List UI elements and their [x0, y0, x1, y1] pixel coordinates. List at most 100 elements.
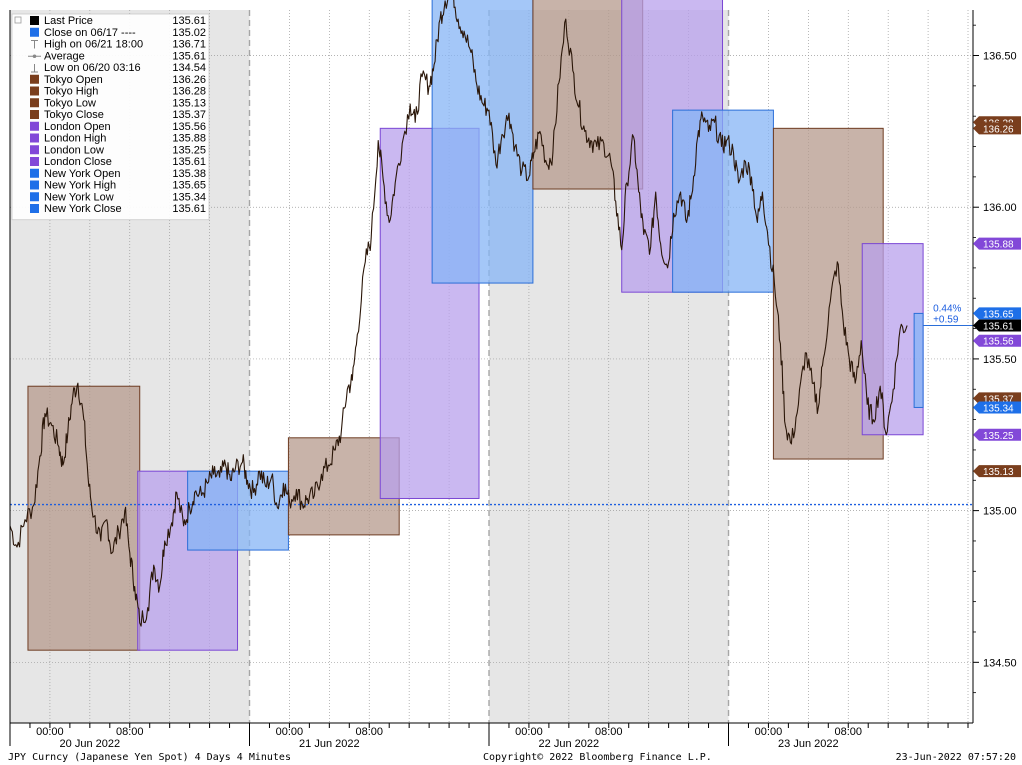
legend-value-2: 136.71: [172, 39, 206, 51]
footer-copyright: Copyright© 2022 Bloomberg Finance L.P.: [483, 752, 712, 763]
axis-tag-bg-3: [973, 307, 1021, 320]
legend-value-10: 135.88: [172, 133, 206, 145]
legend-swatch-5: [30, 74, 39, 84]
axis-tag-label-7: 135.34: [983, 403, 1014, 414]
x-day-label-0: 20 Jun 2022: [60, 738, 121, 750]
legend-value-15: 135.34: [172, 191, 206, 203]
legend-high-icon: [31, 40, 38, 49]
legend: Last Price 135.61 Close on 06/17 ---- 135.0…: [11, 13, 210, 221]
legend-label-1: Close on 06/17 ----: [44, 27, 136, 39]
y-tick-label-1: 135.00: [983, 506, 1017, 518]
tokyo-session-box-0: [27, 385, 141, 651]
newyork-session-box-11: [913, 312, 924, 408]
legend-label-14: New York High: [44, 180, 116, 192]
legend-swatch-7: [30, 98, 39, 108]
axis-tag-label-6: 135.37: [983, 394, 1014, 405]
x-axis: 00:00 08:00 00:00 08:00 00:00 08:00 00:00 08:00…: [9, 723, 969, 750]
x-tick-label-1: 08:00: [116, 726, 144, 738]
legend-label-15: New York Low: [44, 191, 114, 203]
x-tick-label-2: 00:00: [276, 726, 304, 738]
legend-value-0: 135.61: [172, 15, 206, 27]
legend-swatch-16: [30, 204, 39, 213]
axis-tag-bg-4: [973, 319, 1021, 332]
legend-label-3: Average: [44, 50, 85, 62]
legend-label-12: London Close: [44, 156, 112, 168]
legend-swatch-6: [30, 86, 39, 96]
legend-label-0: Last Price: [44, 15, 93, 27]
legend-label-9: London Open: [44, 121, 111, 133]
legend-collapse-icon: [14, 16, 22, 24]
newyork-session-box-2: [187, 470, 289, 551]
legend-swatch-13: [30, 168, 39, 178]
legend-label-13: New York Open: [44, 168, 120, 180]
x-day-label-2: 22 Jun 2022: [539, 738, 600, 750]
axis-tag-bg-7: [973, 401, 1021, 414]
legend-low-icon: [31, 64, 38, 73]
legend-value-13: 135.38: [172, 168, 206, 180]
y-tick-label-3: 136.00: [983, 202, 1017, 214]
axis-tag-bg-5: [973, 334, 1021, 347]
legend-swatch-11: [30, 145, 39, 155]
x-tick-label-3: 08:00: [355, 726, 383, 738]
legend-box: [11, 13, 210, 221]
legend-value-14: 135.65: [172, 180, 206, 192]
axis-tag-bg-6: [973, 392, 1021, 405]
footer: JPY Curncy (Japanese Yen Spot) 4 Days 4 …: [8, 752, 1016, 763]
legend-label-4: Low on 06/20 03:16: [44, 62, 141, 74]
axis-tag-label-2: 135.88: [983, 240, 1014, 251]
legend-label-10: London High: [44, 133, 106, 145]
plot-frame: [9, 10, 974, 724]
y-tick-label-4: 136.50: [983, 51, 1017, 63]
axis-tag-label-8: 135.25: [983, 431, 1014, 442]
legend-value-7: 135.13: [172, 97, 206, 109]
reference-lines: 0.44%+0.59: [10, 304, 973, 506]
x-tick-label-4: 00:00: [515, 726, 543, 738]
axis-tag-bg-2: [973, 237, 1021, 250]
x-day-label-3: 23 Jun 2022: [778, 738, 839, 750]
legend-swatch-0: [30, 16, 39, 25]
footer-timestamp: 23-Jun-2022 07:57:20: [896, 752, 1016, 763]
change-pct: 0.44%: [933, 304, 961, 315]
newyork-session-box-5: [431, 0, 534, 284]
legend-label-8: Tokyo Close: [44, 109, 104, 121]
change-abs: +0.59: [933, 315, 959, 326]
legend-value-5: 136.26: [172, 74, 206, 86]
x-tick-label-7: 08:00: [834, 726, 862, 738]
legend-swatch-15: [30, 192, 39, 202]
axis-tag-label-9: 135.13: [983, 467, 1014, 478]
axis-tag-bg-9: [973, 465, 1021, 478]
legend-value-9: 135.56: [172, 121, 206, 133]
price-series: [9, 0, 908, 627]
legend-label-11: London Low: [44, 144, 104, 156]
y-tick-label-2: 135.50: [983, 354, 1017, 366]
y-tick-label-0: 134.50: [983, 657, 1017, 669]
x-tick-label-5: 08:00: [595, 726, 623, 738]
legend-value-3: 135.61: [172, 50, 206, 62]
legend-value-16: 135.61: [172, 203, 206, 215]
axis-tag-label-4: 135.61: [983, 322, 1014, 333]
legend-label-16: New York Close: [44, 203, 122, 215]
x-tick-label-0: 00:00: [36, 726, 64, 738]
legend-swatch-1: [30, 27, 39, 37]
x-day-label-1: 21 Jun 2022: [299, 738, 360, 750]
legend-label-6: Tokyo High: [44, 86, 98, 98]
x-tick-label-6: 00:00: [755, 726, 783, 738]
legend-value-4: 134.54: [172, 62, 206, 74]
legend-swatch-8: [30, 110, 39, 119]
axis-tag-bg-8: [973, 428, 1021, 441]
axis-tag-label-3: 135.65: [983, 309, 1014, 320]
legend-swatch-10: [30, 133, 39, 143]
legend-swatch-12: [30, 157, 39, 166]
legend-value-12: 135.61: [172, 156, 206, 168]
legend-value-8: 135.37: [172, 109, 206, 121]
legend-label-7: Tokyo Low: [44, 97, 96, 109]
axis-tag-bg-1: [973, 122, 1021, 135]
legend-label-5: Tokyo Open: [44, 74, 103, 86]
legend-value-6: 136.28: [172, 86, 206, 98]
legend-value-1: 135.02: [172, 27, 206, 39]
legend-average-dot: [32, 54, 37, 59]
legend-label-2: High on 06/21 18:00: [44, 39, 143, 51]
price-line: [9, 0, 908, 627]
axis-tag-label-5: 135.56: [983, 337, 1014, 348]
